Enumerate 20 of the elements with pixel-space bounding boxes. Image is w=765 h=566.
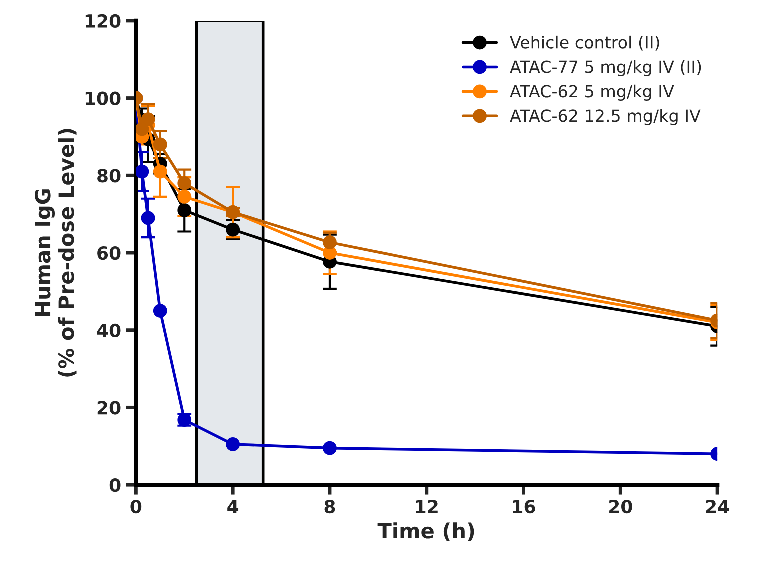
x-axis-title: Time (h)	[378, 522, 474, 542]
legend-label: ATAC-62 12.5 mg/kg IV	[510, 109, 701, 126]
x-tick-label: 12	[416, 500, 438, 514]
y-tick-label: 60	[98, 246, 121, 260]
y-tick-label: 0	[110, 478, 121, 492]
x-tick-label: 20	[610, 500, 632, 514]
legend-label: ATAC-77 5 mg/kg IV (II)	[510, 60, 702, 77]
y-tick-label: 40	[97, 324, 121, 338]
x-tick-label: 0	[130, 500, 142, 514]
y-axis-title: Human IgG (% of Pre-dose Level)	[35, 129, 77, 377]
y-tick-label: 80	[98, 169, 121, 183]
x-tick-label: 16	[513, 500, 536, 514]
y-tick-label: 120	[86, 14, 121, 28]
legend-label: Vehicle control (II)	[510, 36, 660, 51]
x-tick-label: 24	[706, 500, 730, 514]
legend-label: ATAC-62 5 mg/kg IV	[510, 84, 674, 101]
y-tick-label: 100	[86, 92, 121, 106]
y-tick-label: 20	[98, 401, 121, 415]
x-tick-label: 8	[324, 500, 336, 514]
x-tick-label: 4	[228, 500, 239, 514]
